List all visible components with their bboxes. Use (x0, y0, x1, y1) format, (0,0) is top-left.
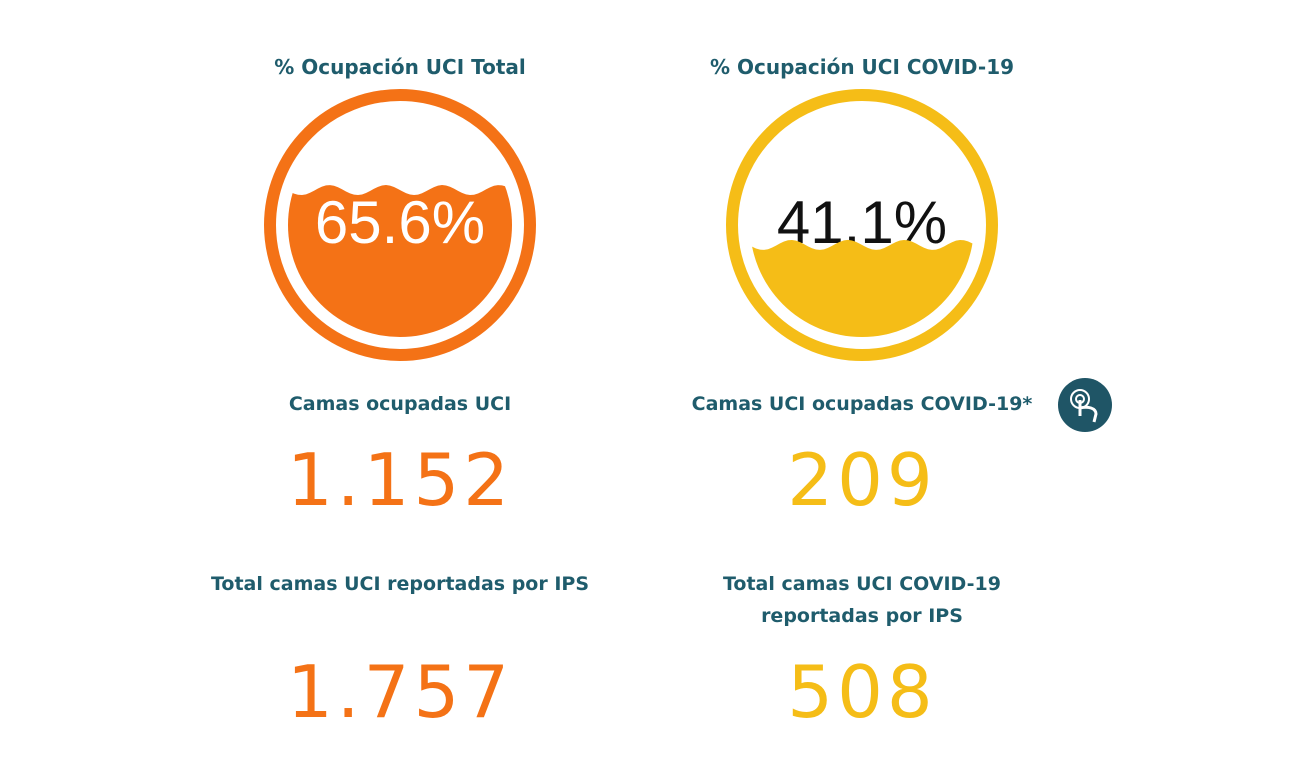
gauge-title: % Ocupación UCI COVID-19 (710, 55, 1014, 79)
gauge-ring (264, 89, 536, 361)
drill-through-button[interactable] (1058, 378, 1112, 432)
gauge-label: 65.6% (315, 189, 485, 256)
gauge-fill (288, 185, 512, 337)
card-label: Camas UCI ocupadas COVID-19* (691, 393, 1033, 415)
card-value: 209 (787, 438, 937, 522)
card-value: 1.152 (286, 438, 514, 522)
gauges: % Ocupación UCI Total 65.6% % Ocupación UC… (264, 55, 1014, 361)
gauge-label: 41.1% (777, 189, 947, 256)
hand-icon (1070, 389, 1098, 423)
card-label: Total camas UCI reportadas por IPS (210, 573, 590, 595)
gauge-fill (750, 239, 974, 337)
gauge-title: % Ocupación UCI Total (274, 55, 526, 79)
card-value: 508 (787, 650, 937, 734)
card-label: Total camas UCI COVID-19 reportadas por … (722, 573, 1001, 627)
card-label: Camas ocupadas UCI (288, 393, 512, 415)
gauge-ring (726, 89, 998, 361)
card-value: 1.757 (286, 650, 514, 734)
